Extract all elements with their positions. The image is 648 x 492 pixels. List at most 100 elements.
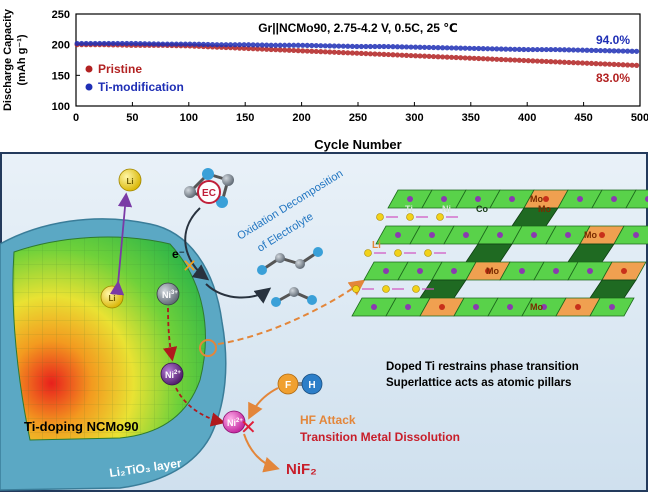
data-point (173, 41, 179, 47)
svg-text:Ni3+: Ni3+ (162, 290, 178, 300)
data-point (480, 46, 486, 52)
lattice-atom (633, 232, 639, 238)
lattice-atom (497, 232, 503, 238)
data-point (421, 44, 428, 50)
particle-label: Ti-doping NCMo90 (24, 419, 139, 434)
x-axis-ticks: 0 50 100 150 200 250 300 350 400 450 500 (73, 102, 648, 124)
lattice-li-ion (412, 285, 420, 293)
data-point (358, 43, 364, 50)
data-point (624, 48, 631, 54)
lattice-atom (507, 304, 513, 310)
data-point (313, 48, 319, 55)
lattice-label-mo: Mo (538, 204, 551, 214)
lattice-atom (439, 304, 445, 310)
zoom-region-circle (199, 339, 217, 357)
data-point (467, 55, 473, 61)
data-point (115, 40, 121, 47)
y-axis-label-line1: Discharge Capacity (2, 8, 14, 111)
data-point (336, 43, 342, 49)
data-point (399, 52, 405, 58)
data-point (291, 47, 297, 54)
tm-dissolution-label: Transition Metal Dissolution (300, 430, 460, 444)
lattice-li-ion (352, 285, 360, 293)
data-point (566, 47, 572, 53)
lattice-atom (611, 196, 617, 202)
x-tick-label: 150 (236, 112, 254, 124)
data-point (236, 42, 243, 48)
li-ion-bottom: Li (100, 285, 124, 309)
data-point (345, 43, 351, 49)
data-point (241, 45, 247, 51)
x-tick-label: 200 (292, 112, 310, 124)
data-point (363, 50, 369, 57)
data-point (349, 50, 355, 56)
svg-text:Li: Li (126, 177, 133, 186)
data-point (309, 48, 315, 54)
data-point (430, 53, 437, 60)
data-point (354, 50, 360, 56)
data-point (403, 44, 410, 50)
data-point (318, 43, 324, 49)
data-point (227, 42, 234, 48)
data-point (322, 43, 328, 49)
data-point (318, 49, 324, 55)
data-point (255, 46, 261, 52)
x-tick-label: 400 (518, 112, 536, 124)
lattice-atom (429, 232, 435, 238)
data-point (376, 43, 383, 50)
data-point (579, 47, 586, 53)
nif2-arrow (243, 433, 280, 473)
lattice-mo-label: Mo (530, 302, 543, 312)
svg-text:Ni2+: Ni2+ (227, 418, 243, 428)
data-point (88, 40, 94, 47)
data-point (462, 55, 468, 61)
data-point (430, 44, 437, 51)
data-point (273, 42, 279, 48)
data-point (381, 43, 387, 50)
data-point (602, 48, 608, 54)
data-point (286, 47, 292, 53)
data-point (304, 42, 310, 49)
x-tick-label: 500 (631, 112, 648, 124)
data-point (575, 47, 581, 53)
data-point (458, 55, 464, 61)
lattice-atom (575, 304, 581, 310)
data-point (187, 41, 193, 47)
data-point (209, 41, 216, 48)
lattice-atom (395, 232, 401, 238)
mechanism-schematic: Ti-doping NCMo90 Li₂TiO₃ layer Li Li EC … (0, 152, 648, 492)
lattice-atom (417, 268, 423, 274)
data-point (300, 42, 306, 48)
svg-text:F: F (285, 380, 291, 391)
data-point (83, 40, 89, 47)
data-point (417, 44, 423, 50)
nif2-label: NiF₂ (286, 461, 317, 478)
data-point (516, 46, 522, 53)
data-point (480, 56, 486, 62)
data-point (498, 46, 504, 52)
end-label-ti: 94.0% (596, 33, 630, 47)
data-point (570, 47, 577, 53)
capacity-chart: 100 150 200 250 0 50 100 150 200 250 300 350 400 450… (2, 8, 648, 152)
data-point (137, 41, 143, 47)
data-point (133, 40, 139, 47)
data-point (223, 42, 229, 48)
data-point (588, 47, 595, 53)
data-point (245, 42, 252, 48)
data-point (160, 41, 166, 47)
lattice-atom (543, 196, 549, 202)
data-point (164, 41, 170, 47)
data-point (525, 46, 531, 53)
data-point (97, 40, 103, 47)
data-point (620, 48, 626, 54)
data-point (300, 48, 306, 54)
data-point (349, 43, 355, 49)
data-point (611, 48, 617, 54)
data-point (593, 61, 599, 67)
data-point (291, 42, 297, 48)
data-point (579, 60, 586, 66)
decomposition-products (257, 247, 323, 307)
data-point (503, 57, 509, 63)
data-point (521, 46, 527, 53)
